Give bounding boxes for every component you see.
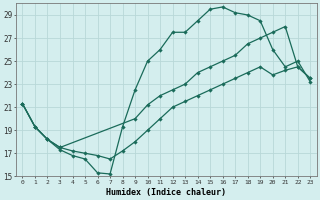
X-axis label: Humidex (Indice chaleur): Humidex (Indice chaleur) [106, 188, 226, 197]
